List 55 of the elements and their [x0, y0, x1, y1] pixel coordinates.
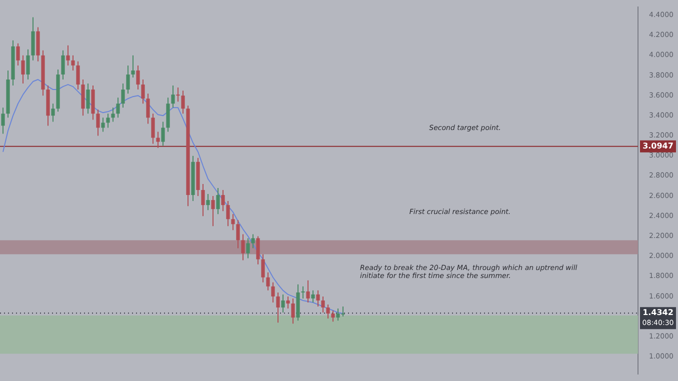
- candlestick: [21, 54, 25, 84]
- candlestick: [106, 113, 110, 128]
- candlestick: [96, 109, 100, 136]
- candlestick: [301, 286, 305, 299]
- candlestick: [206, 194, 210, 211]
- candlestick: [161, 121, 165, 146]
- candlestick: [121, 83, 125, 108]
- candlestick: [1, 107, 5, 134]
- candlestick: [111, 107, 115, 122]
- ref-line-label: 1.4342: [642, 308, 674, 318]
- candlestick: [146, 93, 150, 124]
- candlestick: [286, 296, 290, 310]
- candlestick: [171, 85, 175, 108]
- candlestick: [136, 64, 140, 90]
- candlestick: [201, 183, 205, 217]
- candlestick: [251, 234, 255, 249]
- candlestick: [321, 296, 325, 314]
- candlestick: [156, 131, 160, 148]
- candlestick: [181, 90, 185, 114]
- candlestick: [176, 87, 180, 102]
- candlestick: [61, 50, 65, 80]
- candlestick: [221, 190, 225, 212]
- candlestick: [231, 214, 235, 231]
- candlestick: [211, 196, 215, 227]
- candlestick: [316, 290, 320, 308]
- candlestick: [276, 292, 280, 324]
- candlestick: [306, 280, 310, 303]
- candlestick: [71, 54, 75, 71]
- candlestick: [141, 79, 145, 104]
- candlestick: [76, 60, 80, 90]
- candlestick: [311, 290, 315, 303]
- candlestick: [151, 113, 155, 144]
- ref-line-label: 3.0947: [642, 141, 674, 150]
- candlestick: [291, 298, 295, 324]
- candlestick: [51, 103, 55, 122]
- candlestick: [241, 234, 245, 261]
- candlestick: [226, 200, 230, 227]
- candlestick: [271, 282, 275, 303]
- candlestick: [236, 220, 240, 249]
- candlestick: [261, 254, 265, 283]
- candlestick: [86, 83, 90, 114]
- candlestick: [266, 272, 270, 291]
- candlestick: [16, 42, 20, 66]
- candlestick: [246, 238, 250, 259]
- candlestick: [126, 64, 130, 94]
- candlestick: [101, 117, 105, 132]
- candlestick: [256, 236, 260, 265]
- candlestick: [326, 304, 330, 320]
- candlestick: [131, 54, 135, 78]
- candlestick: [216, 187, 220, 215]
- candlestick: [331, 310, 335, 322]
- candlestick: [116, 97, 120, 118]
- candlestick: [66, 44, 70, 66]
- candlestick: [281, 294, 285, 314]
- candlestick: [26, 48, 30, 80]
